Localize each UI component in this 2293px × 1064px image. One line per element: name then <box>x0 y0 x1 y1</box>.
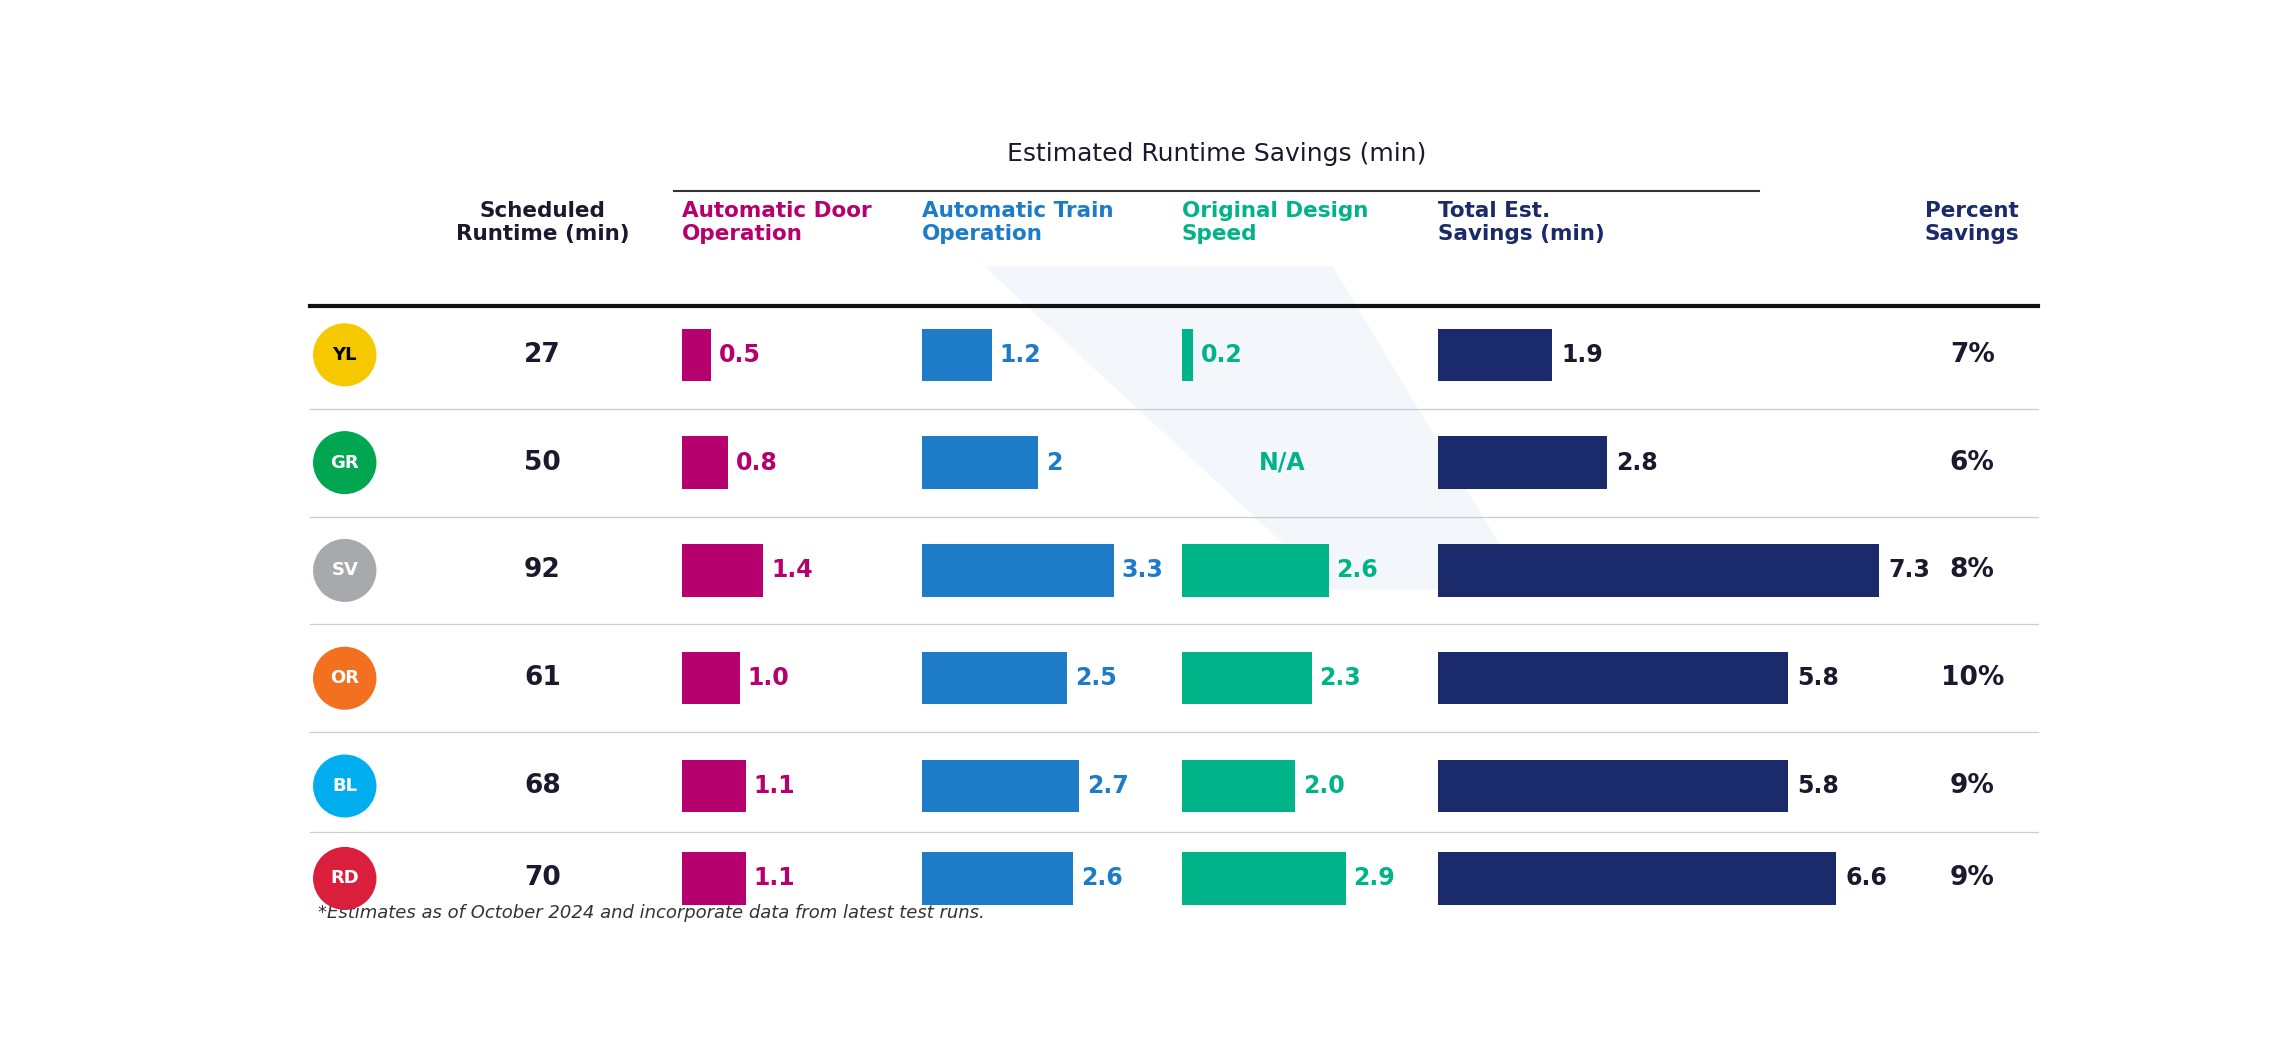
Circle shape <box>314 325 376 385</box>
FancyBboxPatch shape <box>922 436 1039 488</box>
Text: 2.6: 2.6 <box>1080 866 1124 891</box>
Text: 2: 2 <box>1046 451 1062 475</box>
Text: Total Est.
Savings (min): Total Est. Savings (min) <box>1438 201 1605 244</box>
Text: Original Design
Speed: Original Design Speed <box>1181 201 1369 244</box>
Text: 6%: 6% <box>1949 450 1995 476</box>
FancyBboxPatch shape <box>681 329 711 381</box>
Text: *Estimates as of October 2024 and incorporate data from latest test runs.: *Estimates as of October 2024 and incorp… <box>319 904 984 922</box>
Text: 2.7: 2.7 <box>1087 774 1128 798</box>
Circle shape <box>314 848 376 910</box>
Text: SV: SV <box>330 562 358 580</box>
Text: 70: 70 <box>525 865 562 892</box>
Text: 1.9: 1.9 <box>1562 343 1603 367</box>
FancyBboxPatch shape <box>1181 852 1346 904</box>
Text: 7.3: 7.3 <box>1887 559 1931 582</box>
Circle shape <box>314 539 376 601</box>
Text: 27: 27 <box>525 342 562 368</box>
Text: 10%: 10% <box>1940 665 2004 692</box>
Text: 0.5: 0.5 <box>718 343 761 367</box>
Text: 2.0: 2.0 <box>1302 774 1344 798</box>
Text: 5.8: 5.8 <box>1798 774 1839 798</box>
Text: GR: GR <box>330 453 360 471</box>
FancyBboxPatch shape <box>1438 852 1837 904</box>
FancyBboxPatch shape <box>1438 760 1789 812</box>
Text: 2.8: 2.8 <box>1617 451 1658 475</box>
Text: 2.5: 2.5 <box>1075 666 1117 691</box>
FancyBboxPatch shape <box>1181 545 1330 597</box>
Text: 1.1: 1.1 <box>754 866 796 891</box>
Text: Automatic Train
Operation: Automatic Train Operation <box>922 201 1114 244</box>
Polygon shape <box>984 266 1527 589</box>
Text: 92: 92 <box>525 558 562 583</box>
Text: 61: 61 <box>523 665 562 692</box>
FancyBboxPatch shape <box>922 760 1080 812</box>
FancyBboxPatch shape <box>1438 652 1789 704</box>
Text: 2.3: 2.3 <box>1321 666 1362 691</box>
FancyBboxPatch shape <box>1438 545 1878 597</box>
FancyBboxPatch shape <box>922 852 1073 904</box>
Text: N/A: N/A <box>1259 451 1305 475</box>
Text: 50: 50 <box>525 450 562 476</box>
Text: 9%: 9% <box>1949 865 1995 892</box>
FancyBboxPatch shape <box>922 545 1114 597</box>
Text: 0.8: 0.8 <box>736 451 777 475</box>
Text: 6.6: 6.6 <box>1846 866 1887 891</box>
Text: 1.1: 1.1 <box>754 774 796 798</box>
Text: BL: BL <box>332 777 358 795</box>
Text: OR: OR <box>330 669 360 687</box>
Text: YL: YL <box>332 346 358 364</box>
Text: Percent
Savings: Percent Savings <box>1924 201 2020 244</box>
Text: 5.8: 5.8 <box>1798 666 1839 691</box>
Text: 1.0: 1.0 <box>748 666 789 691</box>
FancyBboxPatch shape <box>922 652 1069 704</box>
Text: Automatic Door
Operation: Automatic Door Operation <box>681 201 871 244</box>
Text: 8%: 8% <box>1949 558 1995 583</box>
Text: 3.3: 3.3 <box>1121 559 1163 582</box>
Text: 2.6: 2.6 <box>1337 559 1378 582</box>
FancyBboxPatch shape <box>1438 436 1607 488</box>
FancyBboxPatch shape <box>681 852 745 904</box>
Text: 7%: 7% <box>1949 342 1995 368</box>
FancyBboxPatch shape <box>681 760 745 812</box>
Circle shape <box>314 755 376 817</box>
FancyBboxPatch shape <box>1181 329 1192 381</box>
FancyBboxPatch shape <box>922 329 993 381</box>
Circle shape <box>314 647 376 709</box>
Text: 9%: 9% <box>1949 774 1995 799</box>
FancyBboxPatch shape <box>681 545 764 597</box>
Text: 1.2: 1.2 <box>1000 343 1041 367</box>
FancyBboxPatch shape <box>1181 652 1312 704</box>
Text: 1.4: 1.4 <box>770 559 812 582</box>
FancyBboxPatch shape <box>1438 329 1552 381</box>
Text: 2.9: 2.9 <box>1353 866 1396 891</box>
FancyBboxPatch shape <box>681 652 741 704</box>
Text: 68: 68 <box>525 774 562 799</box>
Text: 0.2: 0.2 <box>1202 343 1243 367</box>
Text: RD: RD <box>330 869 360 887</box>
FancyBboxPatch shape <box>681 436 729 488</box>
Circle shape <box>314 432 376 494</box>
Text: Scheduled
Runtime (min): Scheduled Runtime (min) <box>456 201 628 244</box>
FancyBboxPatch shape <box>1181 760 1296 812</box>
Text: Estimated Runtime Savings (min): Estimated Runtime Savings (min) <box>1007 142 1426 166</box>
